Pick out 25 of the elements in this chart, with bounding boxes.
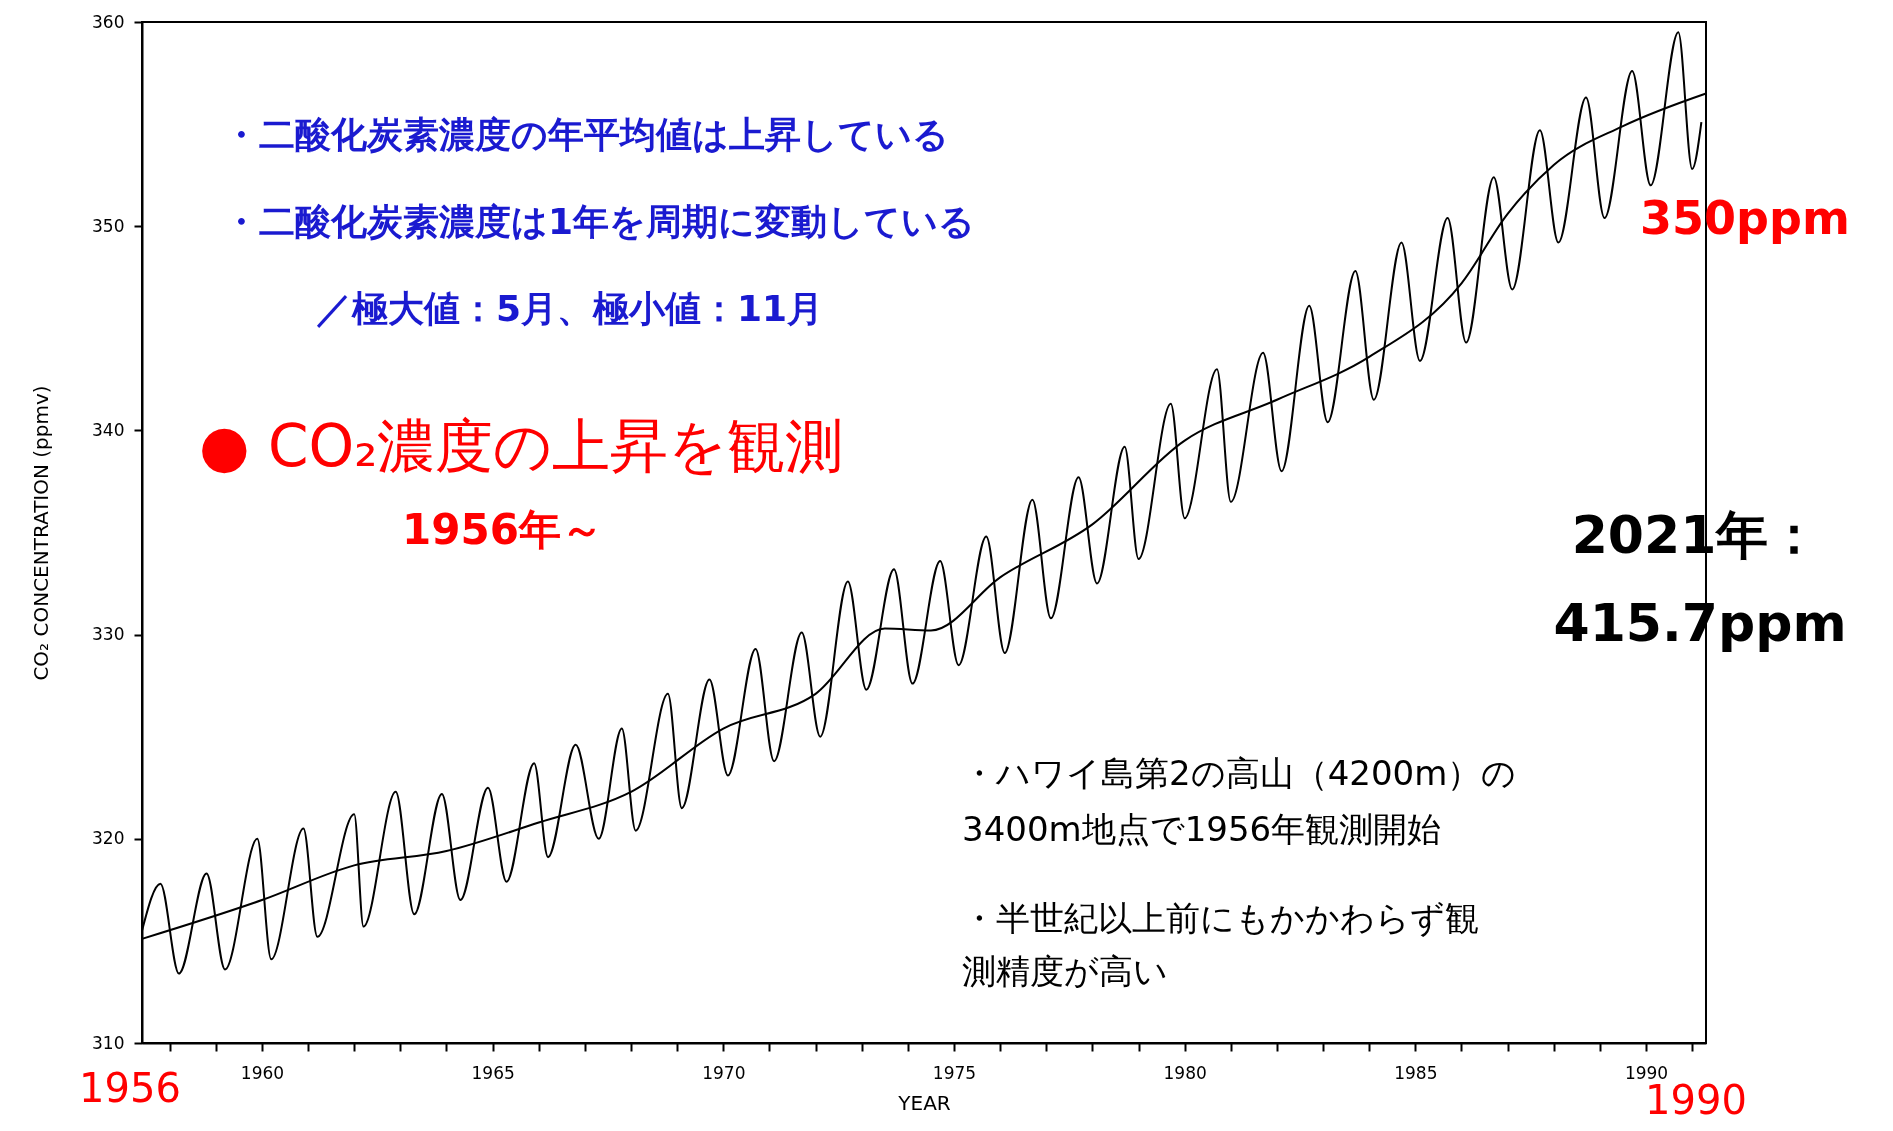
annotation: ／極大値：5月、極小値：11月 [316,288,824,329]
text: 1956 [79,1065,181,1111]
annotation: 3400m地点で1956年観測開始 [962,809,1442,849]
annotation: ・半世紀以上前にもかかわらず観 [962,898,1479,938]
x-tick-label: 1960 [240,1062,285,1083]
x-tick-label: 1980 [1163,1062,1207,1083]
y-tick-label: 350 [92,215,125,236]
y-tick-label: 360 [92,11,125,32]
y-tick-label: 330 [92,624,125,645]
x-tick-label: 1985 [1394,1062,1438,1083]
annotation: 測精度が高い [962,951,1168,991]
y-tick-label: 340 [92,419,125,440]
annotation: ・二酸化炭素濃度は1年を周期に変動している [223,201,976,242]
annotation: 1956年～ [402,505,603,554]
x-tick-label: 1965 [471,1062,515,1083]
y-tick-label: 310 [92,1032,125,1053]
y-axis-title: CO₂ CONCENTRATION (ppmv) [29,385,54,681]
x-tick-label: 1990 [1624,1062,1669,1083]
annotation: ・二酸化炭素濃度の年平均値は上昇している [223,114,949,155]
annotation: ● CO₂濃度の上昇を観測 [199,412,844,480]
annotation: ・ハワイ島第2の高山（4200m）の [962,753,1517,793]
x-tick-label: 1970 [702,1062,746,1083]
y-tick-label: 320 [92,828,125,849]
x-tick-label: 1975 [932,1062,977,1083]
x-axis-title: YEAR [897,1090,951,1115]
